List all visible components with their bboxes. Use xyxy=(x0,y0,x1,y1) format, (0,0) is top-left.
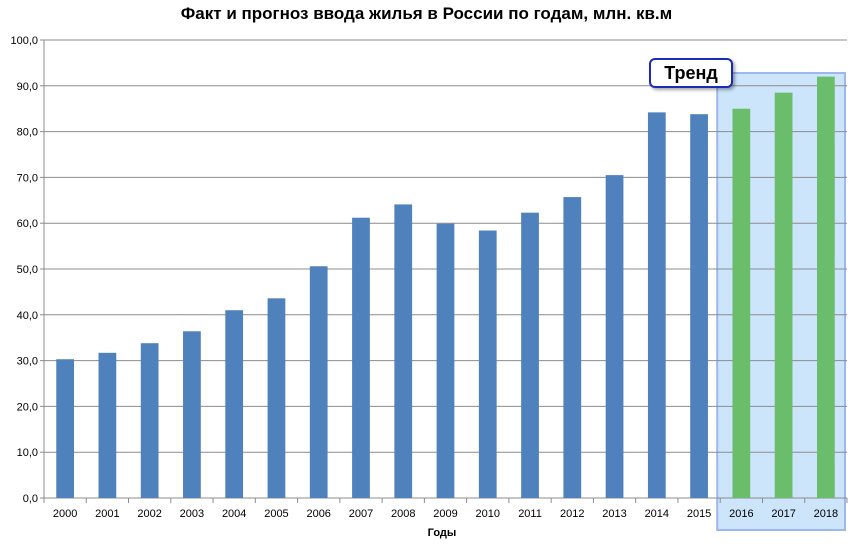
y-axis-tick-labels: 0,0 10,0 20,0 30,0 40,0 50,0 60,0 70,0 80,0 90,0 1… xyxy=(10,35,38,505)
bar-2009 xyxy=(436,223,455,498)
bar-2014 xyxy=(647,112,666,498)
bar-2002 xyxy=(140,343,159,498)
x-tick-label: 2014 xyxy=(645,508,669,520)
y-tick-label: 90,0 xyxy=(17,81,38,93)
x-tick-label: 2018 xyxy=(814,508,838,520)
x-tick-label: 2017 xyxy=(771,508,795,520)
x-tick-label: 2003 xyxy=(180,508,204,520)
chart-title: Факт и прогноз ввода жилья в России по г… xyxy=(180,4,673,23)
bar-2003 xyxy=(183,331,201,498)
bars xyxy=(56,76,835,499)
x-tick-label: 2012 xyxy=(560,508,584,520)
y-tick-label: 0,0 xyxy=(23,493,38,505)
bar-2013 xyxy=(605,175,624,499)
y-tick-label: 70,0 xyxy=(17,172,38,184)
bar-2007 xyxy=(352,217,370,499)
y-tick-label: 20,0 xyxy=(17,401,38,413)
x-tick-label: 2008 xyxy=(391,508,415,520)
trend-annotation: Тренд xyxy=(649,58,733,88)
x-tick-label: 2000 xyxy=(53,508,77,520)
x-tick-label: 2011 xyxy=(518,508,542,520)
bar-2016 xyxy=(732,108,751,498)
x-tick-label: 2005 xyxy=(264,508,288,520)
x-axis-title: Годы xyxy=(428,527,457,539)
x-axis-tick-labels: 2000 2001 2002 2003 2004 2005 2006 2007 2008 2009… xyxy=(43,498,848,520)
x-tick-label: 2016 xyxy=(729,508,753,520)
x-tick-label: 2001 xyxy=(95,508,119,520)
y-tick-label: 100,0 xyxy=(10,35,38,47)
y-tick-label: 60,0 xyxy=(17,218,38,230)
bar-2010 xyxy=(478,230,497,498)
bar-2012 xyxy=(563,197,582,498)
y-tick-label: 80,0 xyxy=(17,127,38,139)
x-tick-label: 2013 xyxy=(602,508,626,520)
y-tick-label: 50,0 xyxy=(17,264,38,276)
bar-2015 xyxy=(690,114,708,499)
bar-2000 xyxy=(56,359,75,498)
bar-2004 xyxy=(225,310,244,498)
y-tick-label: 40,0 xyxy=(17,310,38,322)
bar-2005 xyxy=(267,298,286,498)
bar-2008 xyxy=(394,204,413,498)
x-tick-label: 2004 xyxy=(222,508,246,520)
x-tick-label: 2007 xyxy=(349,508,373,520)
bar-2011 xyxy=(521,212,539,498)
x-tick-label: 2010 xyxy=(476,508,500,520)
x-tick-label: 2015 xyxy=(687,508,711,520)
x-tick-label: 2002 xyxy=(137,508,161,520)
x-tick-label: 2009 xyxy=(433,508,457,520)
bar-2006 xyxy=(309,266,328,498)
y-tick-label: 10,0 xyxy=(17,447,38,459)
bar-2001 xyxy=(98,352,117,498)
x-tick-label: 2006 xyxy=(306,508,330,520)
bar-2017 xyxy=(774,92,793,499)
y-tick-label: 30,0 xyxy=(17,356,38,368)
bar-2018 xyxy=(816,76,835,498)
